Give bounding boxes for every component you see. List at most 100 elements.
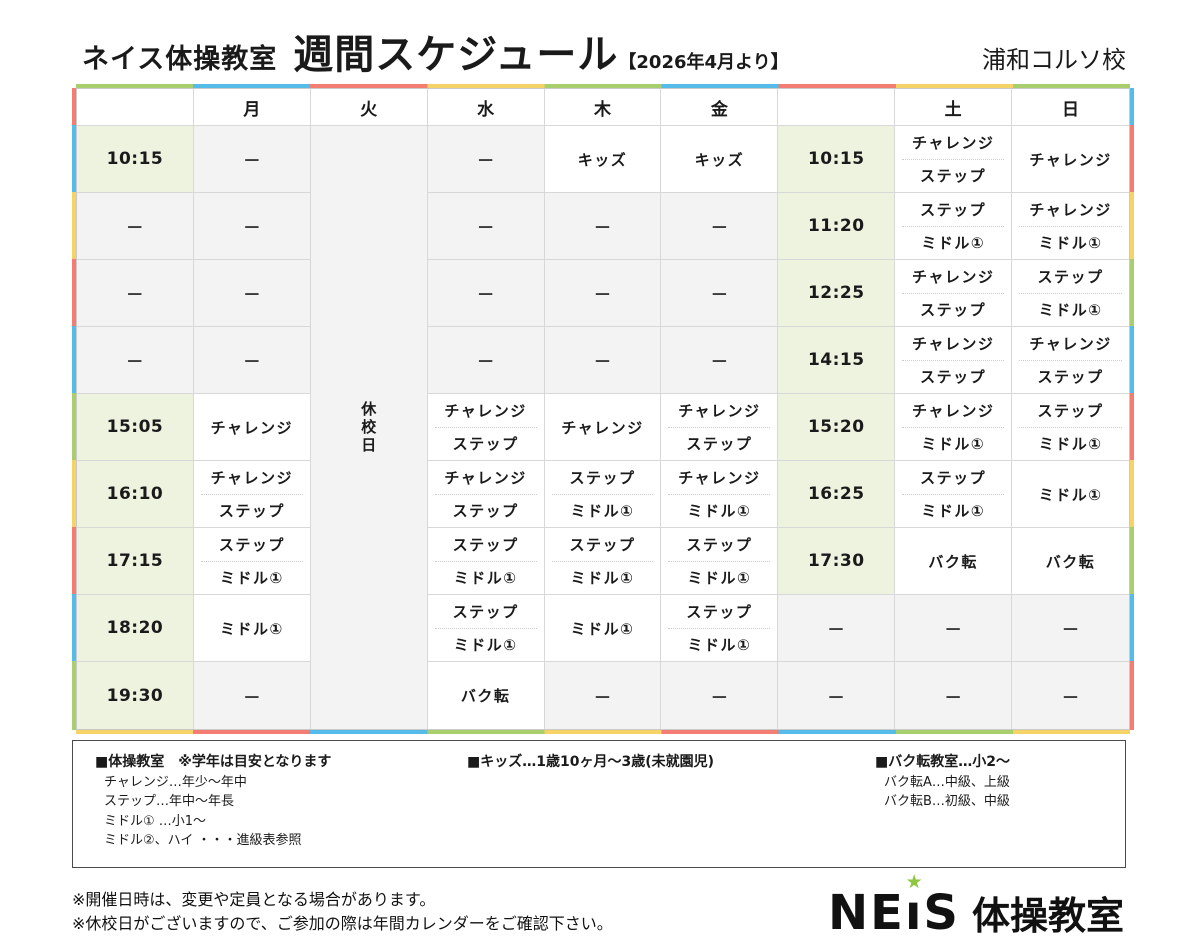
class-label: ミドル①	[219, 619, 284, 638]
cell-divider	[668, 627, 771, 629]
time-cell: —	[77, 260, 194, 327]
closed-day-cell: 休校日	[310, 126, 428, 729]
time-col-header	[778, 89, 896, 126]
class-label: バク転	[928, 552, 978, 571]
legend-box: ■体操教室 ※学年は目安となります チャレンジ…年少～年中 ステップ…年中～年長ミ…	[72, 740, 1126, 868]
legend-line: ステップ…年中～年長	[104, 794, 235, 810]
time-cell: —	[778, 595, 896, 662]
time-cell: 16:25	[778, 461, 896, 528]
cell-divider	[902, 426, 1005, 428]
neis-logo: NEı ★ S 体操教室	[827, 871, 1126, 941]
cell-divider	[902, 493, 1005, 495]
class-label: チャレンジ	[444, 468, 527, 487]
dash-label: —	[478, 217, 494, 235]
dash-label: —	[244, 351, 260, 369]
class-cell: ステップ ミドル①	[895, 461, 1013, 528]
class-label: ステップ	[218, 535, 285, 554]
class-cell: チャレンジ ステップ	[895, 327, 1013, 394]
time-cell: 12:25	[778, 260, 896, 327]
dash-label: —	[127, 351, 143, 369]
class-cell: キッズ	[544, 126, 662, 193]
class-cell: —	[193, 260, 311, 327]
class-label: ミドル①	[687, 502, 752, 521]
cell-divider	[434, 560, 537, 562]
dash-label: —	[594, 284, 610, 302]
dash-label: —	[711, 284, 727, 302]
cell-divider	[902, 158, 1005, 160]
class-cell: —	[895, 662, 1013, 729]
dash-label: —	[127, 217, 143, 235]
class-label: チャレンジ	[561, 418, 644, 437]
class-label: ステップ	[452, 502, 519, 521]
class-cell: —	[544, 327, 662, 394]
dash-label: —	[828, 686, 845, 705]
dash-label: —	[244, 284, 260, 302]
rainbow-border-left	[72, 88, 76, 730]
class-label: チャレンジ	[911, 334, 995, 353]
class-cell: —	[1012, 662, 1129, 729]
dash-label: —	[945, 686, 961, 705]
class-cell: ステップミドル①	[661, 595, 779, 662]
class-label: バク転	[1045, 552, 1096, 571]
cell-divider	[902, 359, 1005, 361]
class-label: ステップ	[452, 602, 519, 621]
class-cell: —	[427, 193, 545, 260]
class-label: キッズ	[694, 150, 745, 169]
class-cell: ステップ ミドル①	[427, 595, 545, 662]
dash-label: —	[594, 351, 610, 369]
time-cell: 17:15	[77, 528, 194, 595]
school-name: 浦和コルソ校	[982, 46, 1126, 74]
dash-label: —	[127, 284, 143, 302]
class-cell: —	[193, 327, 311, 394]
cell-divider	[668, 560, 771, 562]
class-cell: チャレンジ ステップ	[427, 461, 545, 528]
class-label: ステップ	[686, 535, 753, 554]
class-cell: チャレンジミドル①	[661, 461, 779, 528]
dash-label: —	[244, 217, 260, 235]
class-cell: —	[661, 327, 779, 394]
class-cell: ステップミドル①	[895, 193, 1013, 260]
class-label: ミドル①	[1038, 435, 1103, 454]
class-cell: —	[544, 260, 662, 327]
class-label: ステップ	[920, 200, 987, 219]
class-label: ステップ	[1037, 267, 1104, 286]
class-label: チャレンジ	[678, 468, 761, 487]
footer-notes: ※開催日時は、変更や定員となる場合があります。 ※休校日がございますので、ご参加…	[72, 888, 613, 938]
class-label: チャレンジ	[911, 133, 995, 152]
effective-date: 【2026年4月より】	[618, 52, 789, 73]
time-cell: 10:15	[77, 126, 194, 193]
class-label: ステップ	[686, 602, 753, 621]
class-label: ミドル①	[687, 636, 752, 655]
schedule-grid: 月火水木金土日休校日 10:15— — キッズ キッズ 10:15 チャレンジ ステップ チャレ…	[76, 88, 1130, 730]
day-header: 土	[895, 89, 1013, 126]
class-label: ミドル①	[1038, 234, 1103, 253]
logo-latin-text: NEı ★ S	[827, 871, 960, 941]
cell-divider	[1019, 359, 1122, 361]
schedule-poster: ネイス体操教室 週間スケジュール 【2026年4月より】 浦和コルソ校 月火水木…	[72, 32, 1134, 938]
time-cell: 10:15	[778, 126, 896, 193]
time-col-header	[77, 89, 194, 126]
time-cell: 17:30	[778, 528, 896, 595]
class-cell: ミドル①	[544, 595, 662, 662]
class-label: チャレンジ	[911, 267, 995, 286]
dash-label: —	[711, 351, 727, 369]
class-label: ミドル①	[453, 569, 518, 588]
class-cell: チャレンジ ミドル①	[895, 394, 1013, 461]
class-cell: チャレンジ ステップ	[427, 394, 545, 461]
cell-divider	[902, 292, 1005, 294]
cell-divider	[551, 493, 654, 495]
cell-divider	[200, 493, 303, 495]
class-label: ミドル①	[921, 234, 986, 253]
class-label: ステップ	[920, 368, 987, 387]
class-cell: バク転	[427, 662, 545, 729]
legend-line: バク転B…初級、中級	[884, 794, 1010, 810]
class-cell: バク転	[1012, 528, 1129, 595]
legend-title: ■体操教室 ※学年は目安となります	[95, 754, 332, 770]
legend-title: ■キッズ…1歳10ヶ月～3歳(未就園児)	[467, 754, 714, 770]
class-label: ステップ	[920, 167, 987, 186]
class-cell: チャレンジ ステップ	[1012, 327, 1129, 394]
class-label: ステップ	[218, 502, 285, 521]
rainbow-border-bottom	[76, 730, 1130, 734]
schedule-table-wrap: 月火水木金土日休校日 10:15— — キッズ キッズ 10:15 チャレンジ ステップ チャレ…	[72, 84, 1134, 734]
class-label: ミドル①	[570, 569, 635, 588]
